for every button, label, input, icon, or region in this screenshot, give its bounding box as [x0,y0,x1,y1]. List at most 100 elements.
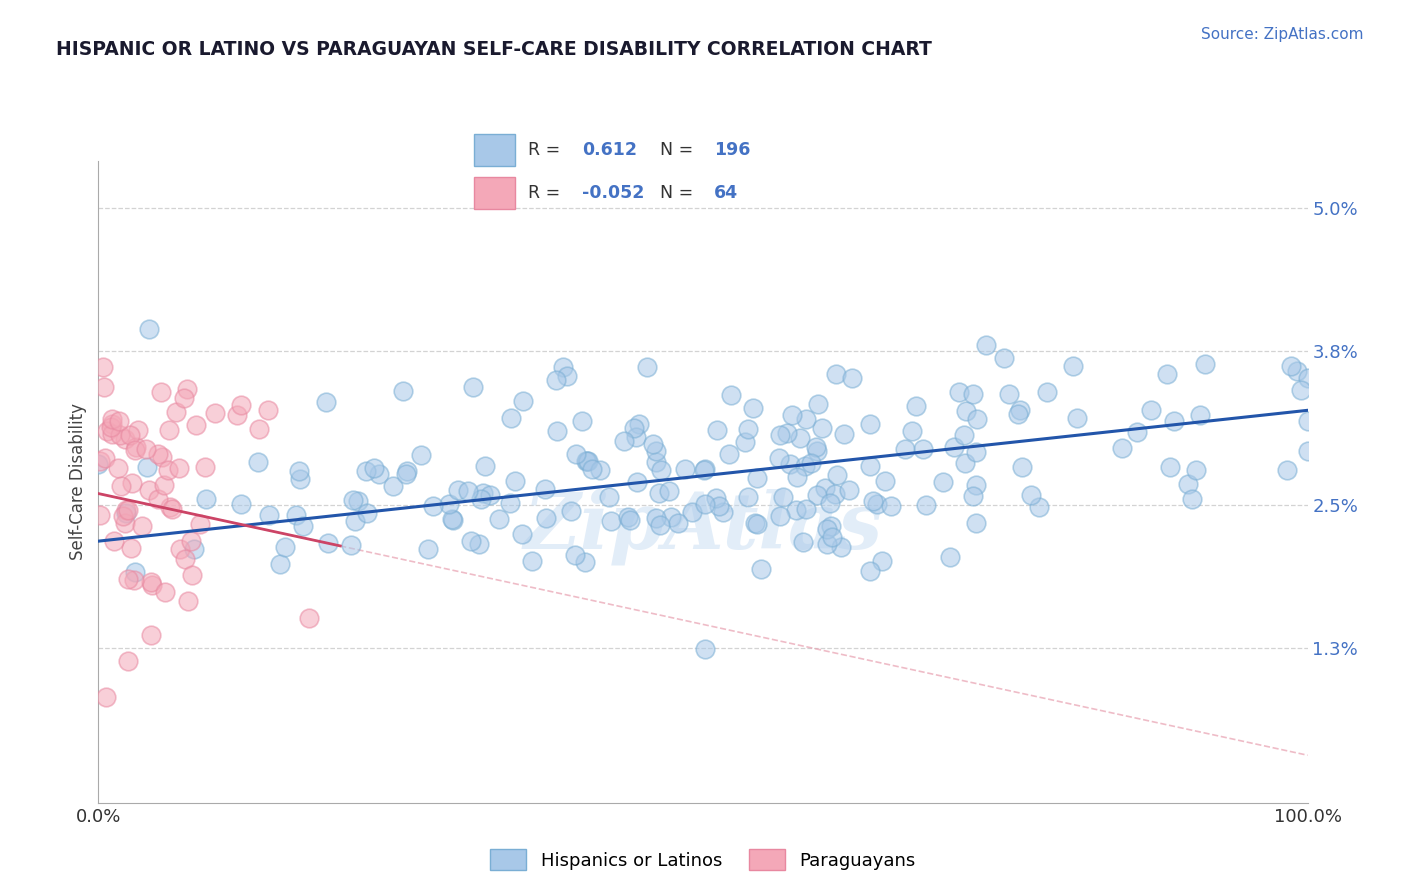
Point [1159,459,1181,474]
Point [776,425,799,440]
Point [1289,383,1312,397]
Point [645,443,668,458]
Point [342,493,364,508]
Point [598,490,620,504]
Point [789,431,811,445]
Point [91,360,114,375]
Point [815,536,838,550]
Point [627,417,650,432]
Point [165,404,187,418]
Point [955,403,977,417]
Point [231,398,253,412]
Point [706,423,728,437]
Point [617,510,640,524]
Point [544,373,567,387]
Point [626,475,648,490]
Point [574,555,596,569]
Point [117,572,139,586]
Point [118,428,141,442]
Text: ZipAtlas: ZipAtlas [523,489,883,565]
Point [257,403,280,417]
Point [100,426,122,441]
Point [825,467,848,482]
Point [1126,425,1149,439]
Point [512,393,534,408]
Point [953,456,976,470]
Point [1163,414,1185,428]
Point [89,453,111,467]
Point [901,425,924,439]
Point [820,519,842,533]
Point [711,505,734,519]
Point [396,464,419,478]
Point [619,513,641,527]
Point [194,460,217,475]
Point [498,496,520,510]
Point [794,501,817,516]
Point [866,497,889,511]
Point [101,417,124,431]
Point [636,359,658,374]
Point [806,444,828,458]
Point [194,491,217,506]
Point [645,511,668,525]
Point [392,384,415,398]
Point [814,481,837,495]
Point [297,610,319,624]
Point [704,491,727,505]
Point [824,486,846,500]
Point [576,454,599,468]
Point [157,423,180,437]
Point [148,492,170,507]
Point [157,463,180,477]
Point [880,499,903,513]
Point [744,516,766,530]
Point [571,414,593,428]
Point [1296,444,1319,458]
Text: N =: N = [659,141,693,159]
Point [1035,385,1057,400]
Point [673,462,696,476]
Point [290,472,312,486]
Point [87,457,110,471]
Point [1028,500,1050,514]
Point [1062,359,1084,373]
Point [815,522,838,536]
Point [247,455,270,469]
Point [873,475,896,489]
Text: Source: ZipAtlas.com: Source: ZipAtlas.com [1201,27,1364,42]
Point [734,434,756,449]
Point [821,530,844,544]
Point [1008,403,1031,417]
Point [177,593,200,607]
Point [939,550,962,565]
Point [96,424,118,438]
Point [356,506,378,520]
Point [117,503,139,517]
Point [581,462,603,476]
Point [737,490,759,504]
Point [149,385,172,400]
Point [441,513,464,527]
Point [695,497,717,511]
Point [1184,463,1206,477]
Point [624,430,647,444]
Point [589,463,612,477]
Point [769,427,792,442]
Point [124,565,146,579]
Point [737,421,759,435]
Point [832,427,855,442]
Point [315,394,337,409]
Point [859,459,882,474]
Point [231,497,253,511]
Point [1177,477,1199,491]
Point [993,351,1015,366]
Point [468,537,491,551]
Point [768,508,790,523]
Point [139,575,162,590]
Point [811,421,834,435]
Bar [474,178,515,210]
Point [447,483,470,498]
Point [501,410,523,425]
Point [905,399,928,413]
